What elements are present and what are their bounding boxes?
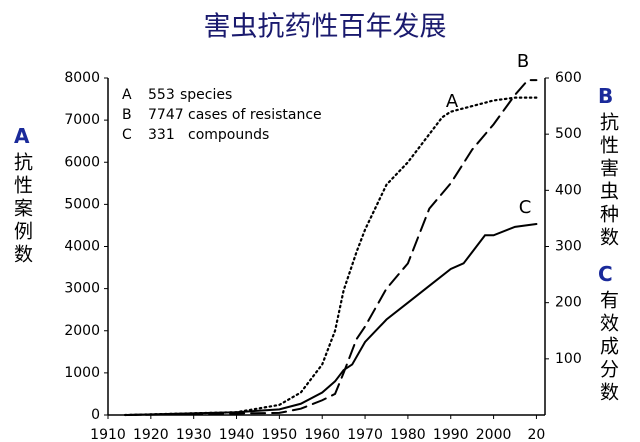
y2-tick-label: 200	[555, 295, 582, 311]
series-line	[124, 223, 538, 416]
y-tick-label: 8000	[64, 70, 100, 86]
y-label: 抗性案例数	[11, 152, 33, 267]
x-tick-label: 1920	[133, 427, 169, 442]
y-tick-label: 5000	[64, 196, 100, 212]
legend-count: 553	[148, 87, 175, 103]
y2-label-letter: B	[598, 84, 614, 108]
y-tick-label: 7000	[64, 112, 100, 128]
y2-label: 抗性害虫种数	[597, 112, 619, 250]
y-label-letter: A	[14, 124, 30, 148]
y2-tick-label: 600	[555, 70, 582, 86]
x-tick-label: 1940	[219, 427, 255, 442]
y2-label-letter: C	[598, 262, 613, 286]
annotation: A	[446, 91, 459, 112]
y-tick-label: 3000	[64, 281, 100, 297]
y2-tick-label: 100	[555, 351, 582, 367]
legend-count: 7747	[148, 107, 184, 123]
legend-key: B	[122, 107, 132, 123]
legend-label: compounds	[188, 127, 269, 143]
y2-label: 有效成分数	[597, 290, 619, 405]
y-tick-label: 6000	[64, 154, 100, 170]
y2-tick-label: 300	[555, 239, 582, 255]
legend-key: A	[122, 87, 132, 103]
x-tick-label: 1990	[433, 427, 469, 442]
x-tick-label: 1950	[262, 427, 298, 442]
y-tick-label: 0	[91, 407, 100, 423]
chart-title: 害虫抗药性百年发展	[204, 12, 447, 43]
series-line	[124, 96, 538, 417]
x-tick-label: 1970	[347, 427, 383, 442]
y2-tick-label: 500	[555, 126, 582, 142]
x-tick-label: 1910	[90, 427, 126, 442]
x-tick-label: 1960	[304, 427, 340, 442]
y2-tick-label: 400	[555, 182, 582, 198]
legend-count: 331	[148, 127, 175, 143]
y-tick-label: 2000	[64, 323, 100, 339]
y-tick-label: 4000	[64, 239, 100, 255]
x-tick-label: 2000	[476, 427, 512, 442]
y-tick-label: 1000	[64, 365, 100, 381]
series-line	[124, 79, 538, 416]
annotation: B	[517, 51, 529, 72]
x-tick-label: 1980	[390, 427, 426, 442]
legend-label: cases of resistance	[188, 107, 322, 123]
x-tick-label: 1930	[176, 427, 212, 442]
legend-label: species	[180, 87, 232, 103]
x-tick-label: 20	[528, 427, 546, 442]
annotation: C	[519, 197, 532, 218]
legend-key: C	[122, 127, 132, 143]
